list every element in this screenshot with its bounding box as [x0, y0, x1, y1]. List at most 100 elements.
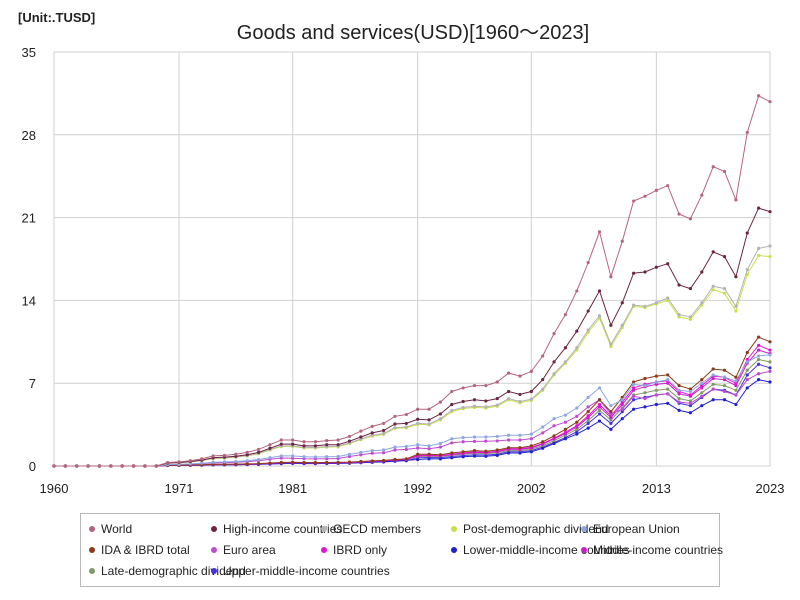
series-line [54, 245, 771, 467]
data-point [575, 346, 579, 350]
data-point [313, 460, 317, 465]
data-point [438, 445, 443, 449]
data-point [722, 383, 727, 388]
data-point [404, 421, 408, 426]
legend-marker-icon [451, 526, 457, 532]
data-point [700, 386, 704, 390]
data-point [507, 396, 511, 401]
data-point [768, 100, 772, 104]
legend-label: European Union [593, 522, 680, 536]
data-point [291, 438, 295, 442]
data-point [552, 424, 556, 428]
data-point [586, 409, 590, 414]
data-point [597, 408, 602, 413]
data-point [700, 404, 704, 408]
series-euro-area [52, 369, 772, 468]
data-point [416, 452, 420, 456]
data-point [529, 389, 533, 394]
data-point [688, 404, 693, 408]
series-oecd-members [52, 244, 772, 468]
data-point [643, 391, 647, 395]
data-point [677, 383, 681, 388]
legend-label: IBRD only [333, 543, 388, 557]
legend-marker-icon [321, 526, 327, 532]
data-point [575, 432, 579, 436]
data-point [484, 399, 488, 403]
data-point [597, 314, 602, 318]
data-point [52, 464, 56, 468]
data-point [734, 304, 738, 308]
data-point [404, 425, 408, 429]
data-point [291, 442, 295, 446]
data-point [643, 396, 647, 401]
data-point [427, 422, 431, 426]
data-point [597, 412, 602, 416]
data-point [393, 414, 397, 418]
data-point [370, 459, 374, 463]
data-point [768, 348, 772, 352]
data-point [256, 462, 261, 466]
data-point [597, 405, 602, 409]
data-point [416, 417, 420, 421]
y-tick-label: 21 [22, 211, 36, 226]
data-point [609, 409, 613, 414]
data-point [609, 344, 613, 349]
data-point [245, 462, 249, 466]
data-point [450, 437, 454, 441]
data-point [552, 331, 556, 336]
data-point [461, 455, 465, 459]
data-point [302, 455, 306, 459]
data-point [450, 408, 454, 413]
legend-item: World [89, 522, 132, 536]
x-tick-label: 2002 [517, 481, 546, 496]
y-tick-label: 14 [22, 293, 36, 308]
data-point [586, 395, 590, 399]
data-point [438, 441, 443, 446]
legend-item: High-income countries [211, 522, 342, 536]
data-point [495, 380, 499, 384]
data-point [597, 230, 602, 234]
data-point [643, 405, 647, 409]
data-point [393, 457, 397, 462]
data-point [256, 457, 261, 462]
data-point [495, 403, 499, 407]
data-point [552, 441, 556, 446]
legend-label: High-income countries [223, 522, 343, 536]
legend-marker-icon [211, 547, 217, 553]
data-point [734, 402, 738, 407]
data-point [438, 400, 443, 404]
data-point [666, 373, 670, 377]
data-point [654, 301, 658, 305]
legend-label: Post-demographic dividend [463, 522, 609, 536]
data-point [518, 374, 522, 378]
data-point [757, 246, 761, 250]
data-point [586, 328, 590, 332]
y-tick-label: 7 [29, 376, 36, 391]
data-point [552, 360, 556, 364]
data-point [245, 450, 249, 454]
data-point [427, 447, 431, 451]
legend-marker-icon [89, 526, 95, 532]
data-point [416, 457, 420, 462]
data-point [427, 452, 431, 456]
data-point [575, 430, 579, 434]
data-point [541, 425, 545, 429]
data-point [563, 360, 568, 364]
data-point [666, 262, 670, 266]
data-point [484, 454, 488, 458]
data-point [507, 451, 511, 455]
data-point [200, 457, 204, 461]
data-point [359, 435, 363, 439]
data-point [461, 405, 465, 410]
legend-label: Upper-middle-income countries [223, 564, 390, 578]
data-point [768, 255, 772, 259]
legend-marker-icon [89, 568, 95, 574]
y-tick-label: 0 [29, 459, 36, 474]
data-point [393, 448, 397, 452]
data-point [381, 451, 386, 455]
data-point [688, 317, 693, 321]
data-point [552, 417, 556, 421]
data-point [620, 417, 624, 421]
legend-item: OECD members [321, 522, 421, 536]
data-point [359, 453, 363, 457]
